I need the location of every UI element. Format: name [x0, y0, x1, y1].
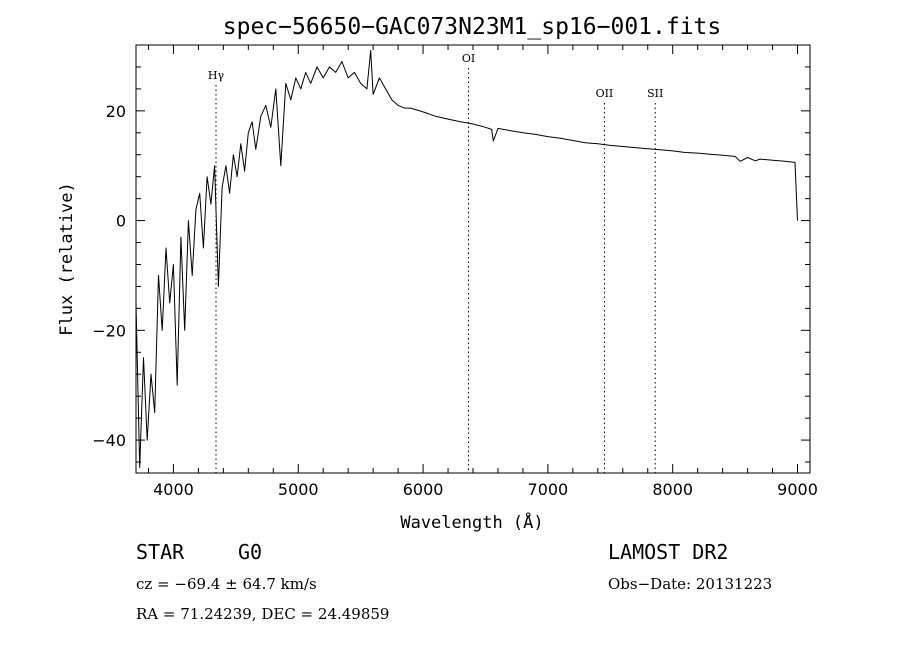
spectrum-line — [135, 50, 798, 468]
redshift-text: cz = −69.4 ± 64.7 km/s — [136, 575, 317, 593]
coordinates: RA = 71.24239, DEC = 24.49859 — [136, 605, 389, 623]
x-axis: 4000 5000 6000 7000 8000 9000 — [147, 45, 818, 499]
survey-label: LAMOST DR2 — [608, 540, 728, 564]
obs-date: Obs−Date: 20131223 — [608, 575, 772, 593]
y-tick-label: 0 — [116, 212, 126, 231]
spectral-line-label: OI — [462, 52, 475, 65]
spectral-line-markers: Hγ OI OII SII — [208, 52, 663, 473]
y-axis-label: Flux (relative) — [57, 182, 77, 336]
x-tick-label: 6000 — [403, 480, 444, 499]
x-axis-label: Wavelength (Å) — [400, 511, 543, 533]
y-tick-label: 20 — [106, 102, 126, 121]
x-tick-label: 7000 — [528, 480, 569, 499]
x-tick-label: 8000 — [652, 480, 693, 499]
object-class: STAR — [136, 540, 185, 564]
y-axis: −40 −20 0 20 — [92, 66, 810, 463]
x-tick-label: 5000 — [278, 480, 319, 499]
x-tick-label: 9000 — [777, 480, 818, 499]
x-tick-label: 4000 — [153, 480, 194, 499]
chart-title: spec−56650−GAC073N23M1_sp16−001.fits — [223, 14, 722, 40]
spectral-line-label: SII — [647, 87, 663, 100]
y-tick-label: −20 — [92, 321, 126, 340]
plot-frame — [135, 44, 811, 474]
object-subclass: G0 — [238, 540, 262, 564]
y-tick-label: −40 — [92, 431, 126, 450]
spectral-line-label: Hγ — [208, 69, 225, 82]
spectral-line-label: OII — [596, 87, 614, 100]
